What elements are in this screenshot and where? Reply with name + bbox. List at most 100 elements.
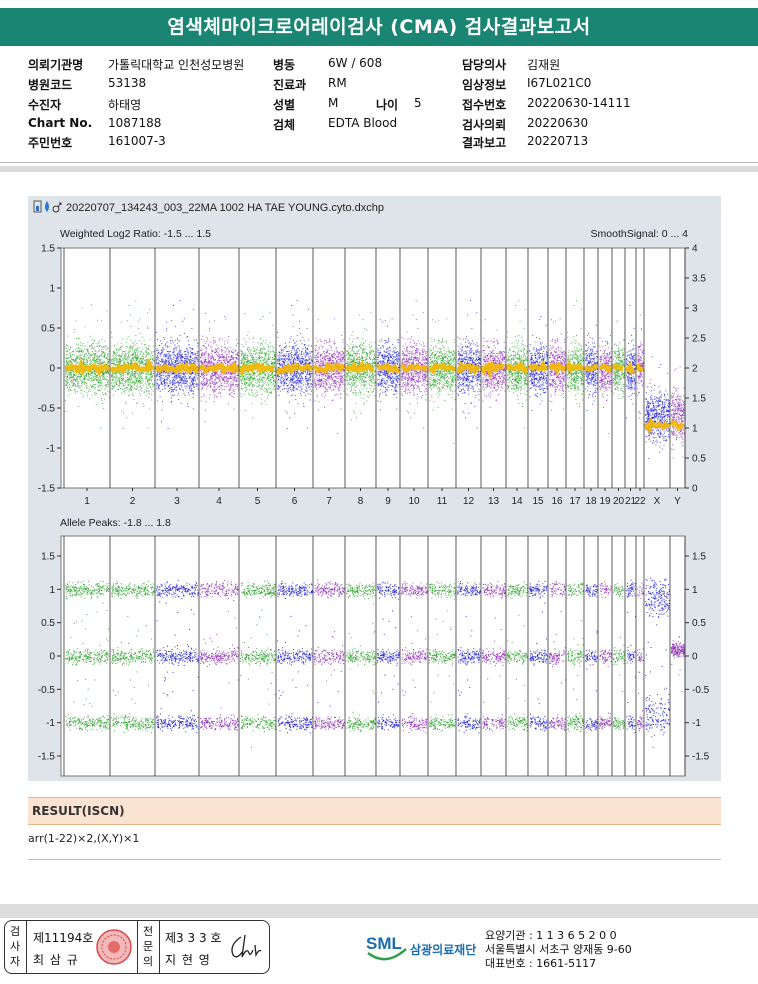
chromosome-label: Y <box>674 496 681 507</box>
info-divider-band <box>0 166 758 172</box>
chromosome-label: 11 <box>437 496 448 507</box>
bottom-right-tick-label: 0.5 <box>692 618 706 629</box>
allele-peaks-scatter <box>65 577 685 748</box>
chromosome-label: 12 <box>463 496 475 507</box>
value-doctor: 김재원 <box>527 56 560 73</box>
top-panel-right-label: SmoothSignal: 0 ... 4 <box>591 228 689 240</box>
specialist-license-no: 제3 3 3 호 <box>165 929 221 946</box>
chromosome-label: 8 <box>358 496 364 507</box>
top-right-tick-label: 0.5 <box>692 454 706 465</box>
cma-plot: 20220707_134243_003_22MA 1002 HA TAE YOU… <box>33 200 710 777</box>
top-right-tick-label: 3 <box>692 304 698 315</box>
bottom-y-tick-label: 0.5 <box>41 618 55 629</box>
top-y-tick-label: -0.5 <box>38 404 56 415</box>
chromosome-label: X <box>654 496 661 507</box>
label-receipt-no: 접수번호 <box>462 96 506 113</box>
top-right-tick-label: 4 <box>692 244 698 255</box>
label-result-report: 결과보고 <box>462 134 506 151</box>
sig-divider-3 <box>159 921 160 973</box>
chromosome-label: 14 <box>511 496 523 507</box>
top-y-tick-label: 0 <box>49 364 55 375</box>
bottom-right-tick-label: -0.5 <box>692 685 710 696</box>
chromosome-label: 17 <box>569 496 581 507</box>
cma-plot-panel: 20220707_134243_003_22MA 1002 HA TAE YOU… <box>28 196 721 781</box>
chromosome-label: 2 <box>130 496 136 507</box>
label-sex: 성별 <box>273 96 295 113</box>
report-title: 염색체마이크로어레이검사 (CMA) 검사결과보고서 <box>0 8 758 46</box>
organization-address: 요양기관 : 1 1 3 6 5 2 0 0 서울특별시 서초구 양재동 9-6… <box>485 929 632 971</box>
chromosome-label: 13 <box>488 496 500 507</box>
file-type-icon <box>33 200 62 213</box>
chromosome-dividers <box>63 248 686 776</box>
result-heading: RESULT(ISCN) <box>28 797 721 825</box>
value-age: 5 <box>414 96 422 110</box>
bottom-right-tick-label: 0 <box>692 652 698 663</box>
tester-seal-icon <box>96 929 132 965</box>
value-result-report: 20220713 <box>527 134 588 148</box>
chromosome-label: 1 <box>84 496 90 507</box>
label-ward: 병동 <box>273 56 295 73</box>
bottom-y-tick-label: 0 <box>49 652 55 663</box>
result-iscn-value: arr(1-22)×2,(X,Y)×1 <box>28 832 139 845</box>
chromosome-label: 15 <box>532 496 544 507</box>
label-clinical-info: 임상정보 <box>462 76 506 93</box>
value-resident-no: 161007-3 <box>108 134 166 148</box>
sml-logo: SML <box>366 934 407 961</box>
sig-divider-1 <box>26 921 27 973</box>
label-test-request: 검사의뢰 <box>462 116 506 133</box>
label-resident-no: 주민번호 <box>28 134 72 151</box>
value-sex: M <box>328 96 338 110</box>
info-divider <box>0 162 758 163</box>
chromosome-label: 4 <box>216 496 222 507</box>
smooth-signal-trace <box>64 357 685 435</box>
top-panel-label: Weighted Log2 Ratio: -1.5 ... 1.5 <box>60 228 211 240</box>
plot-axes: 1.5 1 0.5 0 -0.5 -1 -1.5 4 3.5 3 2.5 2 1.5 1 0.5 0 1.5 10… <box>38 244 710 763</box>
label-chart-no: Chart No. <box>28 116 92 130</box>
chromosome-label: 10 <box>408 496 420 507</box>
label-age: 나이 <box>376 96 398 113</box>
footer-band <box>0 904 758 918</box>
specialist-name: 지 현 영 <box>165 951 211 968</box>
chromosome-label: 20 <box>613 496 625 507</box>
bottom-y-tick-label: -0.5 <box>38 685 56 696</box>
chromosome-label: 21 <box>625 496 637 507</box>
bottom-right-tick-label: 1.5 <box>692 552 706 563</box>
result-divider <box>28 859 721 860</box>
signature-box: 검 사 자 제11194호 최 삼 규 전 문 의 제3 3 3 호 지 현 영 <box>4 920 270 974</box>
tester-name: 최 삼 규 <box>33 951 79 968</box>
top-right-tick-label: 1.5 <box>692 394 706 405</box>
institution-code: 요양기관 : 1 1 3 6 5 2 0 0 <box>485 929 632 943</box>
chromosome-label: 3 <box>174 496 180 507</box>
organization-name: 삼광의료재단 <box>410 941 476 958</box>
value-receipt-no: 20220630-14111 <box>527 96 631 110</box>
bottom-right-tick-label: -1.5 <box>692 752 710 763</box>
value-chart-no: 1087188 <box>108 116 161 130</box>
bottom-y-tick-label: -1.5 <box>38 752 56 763</box>
label-patient: 수진자 <box>28 96 61 113</box>
chromosome-label: 9 <box>385 496 391 507</box>
value-department: RM <box>328 76 347 90</box>
label-doctor: 담당의사 <box>462 56 506 73</box>
value-hospital-code: 53138 <box>108 76 146 90</box>
specialist-signature-icon <box>231 934 262 958</box>
chromosome-label: 22 <box>634 496 646 507</box>
value-requesting-institution: 가톨릭대학교 인천성모병원 <box>108 56 244 73</box>
specialist-vertical-label: 전 문 의 <box>139 924 157 969</box>
address-line: 서울특별시 서초구 양재동 9-60 <box>485 943 632 957</box>
bottom-y-tick-label: -1 <box>46 718 55 729</box>
top-right-tick-label: 2.5 <box>692 334 706 345</box>
top-y-tick-label: 1.5 <box>41 244 55 255</box>
value-specimen: EDTA Blood <box>328 116 397 130</box>
label-department: 진료과 <box>273 76 306 93</box>
tester-vertical-label: 검 사 자 <box>6 924 24 969</box>
chromosome-label: 5 <box>255 496 261 507</box>
top-y-tick-label: -1.5 <box>38 484 56 495</box>
top-right-tick-label: 3.5 <box>692 274 706 285</box>
plot-file-title: 20220707_134243_003_22MA 1002 HA TAE YOU… <box>66 202 384 214</box>
top-y-tick-label: -1 <box>46 444 55 455</box>
chromosome-label: 6 <box>292 496 298 507</box>
top-y-tick-label: 1 <box>49 284 55 295</box>
chromosome-label: 18 <box>585 496 597 507</box>
tester-license-no: 제11194호 <box>33 929 93 946</box>
value-test-request: 20220630 <box>527 116 588 130</box>
